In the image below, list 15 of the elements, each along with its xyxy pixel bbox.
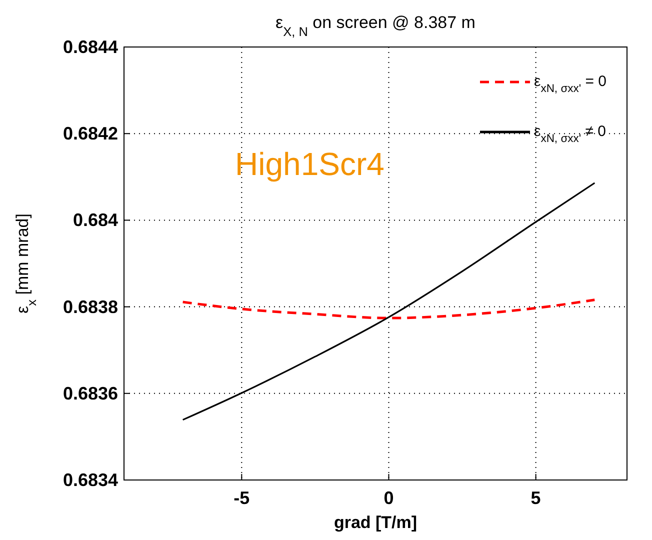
line-series bbox=[182, 298, 596, 320]
x-axis-title: grad [T/m] bbox=[334, 513, 418, 532]
y-tick-label: 0.6836 bbox=[62, 383, 118, 404]
y-tick-label: 0.6844 bbox=[62, 37, 118, 57]
y-tick-label: 0.6834 bbox=[62, 470, 118, 490]
x-tick-label: 5 bbox=[530, 488, 541, 508]
x-tick-label: -5 bbox=[234, 488, 250, 508]
x-tick-label: 0 bbox=[384, 488, 394, 508]
legend-label: ε$_{xN, σ}$$_{xx'}$ = 0 bbox=[534, 73, 606, 95]
annotation: High1Scr4 bbox=[235, 146, 384, 182]
legend-label: ε$_{xN, σ}$$_{xx'}$ ≠ 0 bbox=[534, 123, 606, 145]
y-tick-label: 0.6838 bbox=[62, 296, 118, 317]
chart-title: ε$_{X, N}$ on screen @ 8.387 m bbox=[276, 13, 476, 38]
y-tick-label: 0.6842 bbox=[62, 124, 118, 144]
y-tick-label: 0.684 bbox=[72, 210, 118, 230]
